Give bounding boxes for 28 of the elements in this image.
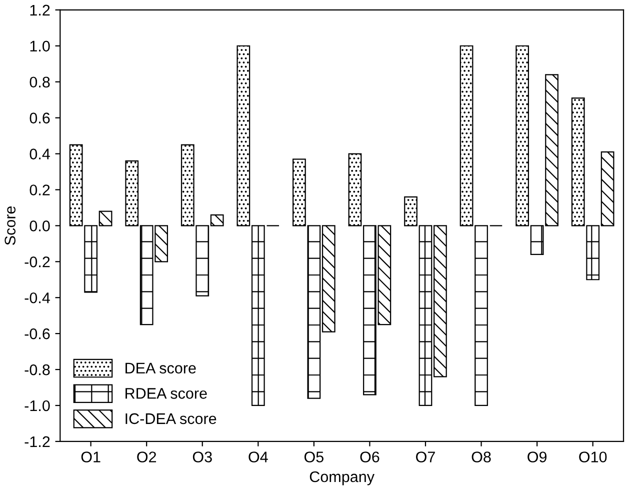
x-tick-label: O4 <box>248 452 268 462</box>
y-tick-label: 0.4 <box>30 148 50 160</box>
x-axis-title: Company <box>310 471 374 486</box>
y-axis-title: Score <box>4 206 16 245</box>
y-tick-label: -1.0 <box>24 400 50 412</box>
x-tick-label: O6 <box>360 452 380 462</box>
y-tick-label: 0.6 <box>30 112 50 124</box>
y-tick-label: -0.6 <box>24 328 50 340</box>
x-tick-label: O7 <box>416 452 435 462</box>
y-tick-label: 1.0 <box>30 40 50 52</box>
y-tick-label: 1.2 <box>30 4 50 16</box>
legend-label: IC-DEA score <box>126 413 216 424</box>
y-tick-label: -1.2 <box>24 436 50 447</box>
legend-label: DEA score <box>126 362 196 374</box>
x-tick-label: O5 <box>304 452 324 462</box>
y-tick-label: 0.2 <box>30 184 50 196</box>
y-tick-label: -0.2 <box>24 256 50 268</box>
x-tick-label: O3 <box>192 452 212 462</box>
y-tick-label: 0.8 <box>30 76 50 88</box>
y-tick-label: -0.4 <box>24 292 50 304</box>
x-tick-label: O8 <box>472 452 491 462</box>
legend-label: RDEA score <box>126 388 207 399</box>
y-tick-label: 0.0 <box>30 220 50 232</box>
x-tick-label: O9 <box>528 452 547 462</box>
x-tick-label: O1 <box>81 452 100 462</box>
x-tick-label: O10 <box>579 452 607 462</box>
x-tick-label: O2 <box>137 452 156 462</box>
y-tick-label: -0.8 <box>24 364 50 376</box>
